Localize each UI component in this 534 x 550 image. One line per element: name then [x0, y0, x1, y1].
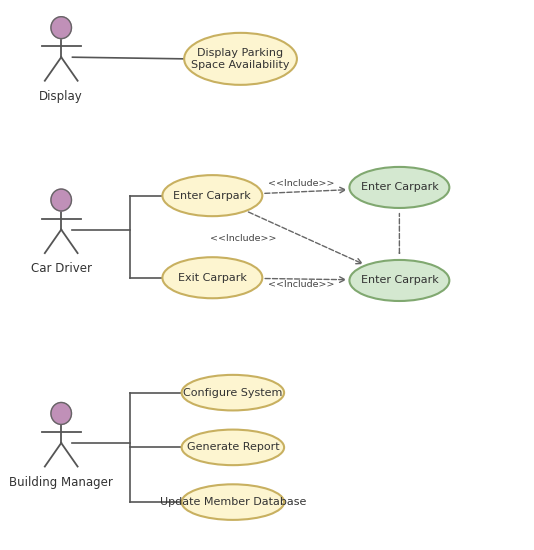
Text: Exit Carpark: Exit Carpark: [178, 273, 247, 283]
Text: <<Include>>: <<Include>>: [268, 179, 334, 188]
Text: Configure System: Configure System: [183, 388, 282, 398]
Ellipse shape: [182, 375, 284, 410]
Ellipse shape: [349, 260, 449, 301]
FancyArrowPatch shape: [265, 277, 345, 282]
Text: Display: Display: [40, 90, 83, 103]
Ellipse shape: [182, 485, 284, 520]
Ellipse shape: [162, 175, 262, 216]
Text: Update Member Database: Update Member Database: [160, 497, 306, 507]
Circle shape: [51, 16, 72, 38]
Text: Enter Carpark: Enter Carpark: [360, 183, 438, 192]
Text: Enter Carpark: Enter Carpark: [174, 191, 251, 201]
Text: Building Manager: Building Manager: [9, 476, 113, 489]
Text: Enter Carpark: Enter Carpark: [360, 276, 438, 285]
Ellipse shape: [184, 33, 297, 85]
Text: <<Include>>: <<Include>>: [268, 280, 334, 289]
Text: Generate Report: Generate Report: [186, 442, 279, 452]
Text: Car Driver: Car Driver: [31, 262, 92, 276]
Ellipse shape: [162, 257, 262, 298]
Circle shape: [51, 189, 72, 211]
Text: <<Include>>: <<Include>>: [210, 234, 277, 243]
Ellipse shape: [182, 430, 284, 465]
FancyArrowPatch shape: [248, 212, 362, 263]
Ellipse shape: [349, 167, 449, 208]
Text: Display Parking
Space Availability: Display Parking Space Availability: [191, 48, 290, 70]
Circle shape: [51, 403, 72, 425]
FancyArrowPatch shape: [265, 188, 345, 194]
